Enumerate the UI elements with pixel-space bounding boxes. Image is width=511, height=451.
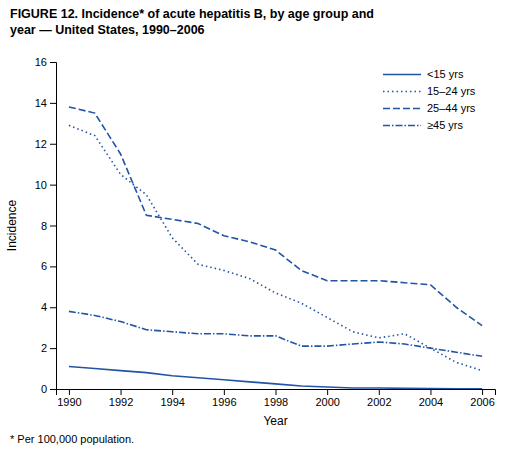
line [69,311,482,356]
legend-swatch [383,108,421,110]
axis-line [50,63,57,390]
tick: 2006 [470,389,494,408]
legend-item: <15 yrs [383,68,464,80]
tick-label: 2000 [315,396,339,408]
tick: 0 [41,383,56,395]
tick-label: 2 [41,342,47,354]
tick: 12 [35,138,56,150]
legend-item: 25–44 yrs [383,102,476,114]
tick: 8 [41,220,56,232]
legend-item: ≥45 yrs [383,119,463,131]
footnote: * Per 100,000 population. [10,433,134,445]
tick-mark [50,226,56,227]
tick-mark [50,266,56,267]
tick: 2 [41,342,56,354]
line [69,125,482,370]
tick: 1998 [264,389,288,408]
tick-mark [50,348,56,349]
y-axis: 0 2 4 6 8 10 12 14 16 [35,56,57,395]
tick-mark [121,389,122,395]
tick-label: 16 [35,56,47,68]
tick-mark [379,389,380,395]
tick-label: 6 [41,260,47,272]
tick-mark [50,62,56,63]
tick-label: 1998 [264,396,288,408]
tick: 1994 [160,389,184,408]
line [69,367,482,389]
x-axis-title: Year [263,414,287,428]
tick-label: 1992 [109,396,133,408]
tick-label: 10 [35,179,47,191]
tick-label: 14 [35,97,47,109]
legend-swatch [383,91,421,93]
tick: 10 [35,179,56,191]
line [69,107,482,326]
tick: 1992 [109,389,133,408]
legend-label: 25–44 yrs [427,102,476,114]
plot: 1990 1992 1994 1996 1998 2000 2002 2004 2006 0 2 4 6… [5,56,496,428]
tick: 2004 [419,389,443,408]
tick: 1996 [212,389,236,408]
title: FIGURE 12. Incidence* of acute hepatitis… [10,7,374,21]
tick-label: 2004 [419,396,443,408]
tick: 14 [35,97,56,109]
axis-line [57,390,496,396]
tick: 6 [41,260,56,272]
title: year — United States, 1990–2006 [10,23,205,37]
tick-label: 1990 [57,396,81,408]
tick-mark [50,307,56,308]
tick: 1990 [57,389,81,408]
chart: FIGURE 12. Incidence* of acute hepatitis… [0,0,511,451]
tick-mark [50,103,56,104]
tick-mark [430,389,431,395]
legend: <15 yrs 15–24 yrs 25–44 yrs ≥45 yrs [383,68,476,131]
tick-label: 2006 [470,396,494,408]
tick-mark [224,389,225,395]
tick-label: 1996 [212,396,236,408]
tick: 16 [35,56,56,68]
legend-label: <15 yrs [427,68,464,80]
tick: 4 [41,301,56,313]
y-axis-title: Incidence [5,199,19,251]
tick-mark [50,389,56,390]
legend-label: 15–24 yrs [427,85,476,97]
legend-swatch [383,125,421,127]
legend-swatch [383,74,421,76]
tick-mark [69,389,70,395]
tick: 2002 [367,389,391,408]
legend-item: 15–24 yrs [383,85,476,97]
tick-label: 2002 [367,396,391,408]
tick-mark [327,389,328,395]
x-axis: 1990 1992 1994 1996 1998 2000 2002 2004 2006 [57,389,496,408]
tick-mark [50,144,56,145]
tick-label: 4 [41,301,47,313]
tick-label: 8 [41,220,47,232]
tick-mark [482,389,483,395]
lines [69,107,482,389]
tick-mark [276,389,277,395]
tick-mark [50,185,56,186]
tick-label: 0 [41,383,47,395]
legend-label: ≥45 yrs [427,119,463,131]
tick-label: 1994 [160,396,184,408]
tick-label: 12 [35,138,47,150]
tick-mark [172,389,173,395]
tick: 2000 [315,389,339,408]
